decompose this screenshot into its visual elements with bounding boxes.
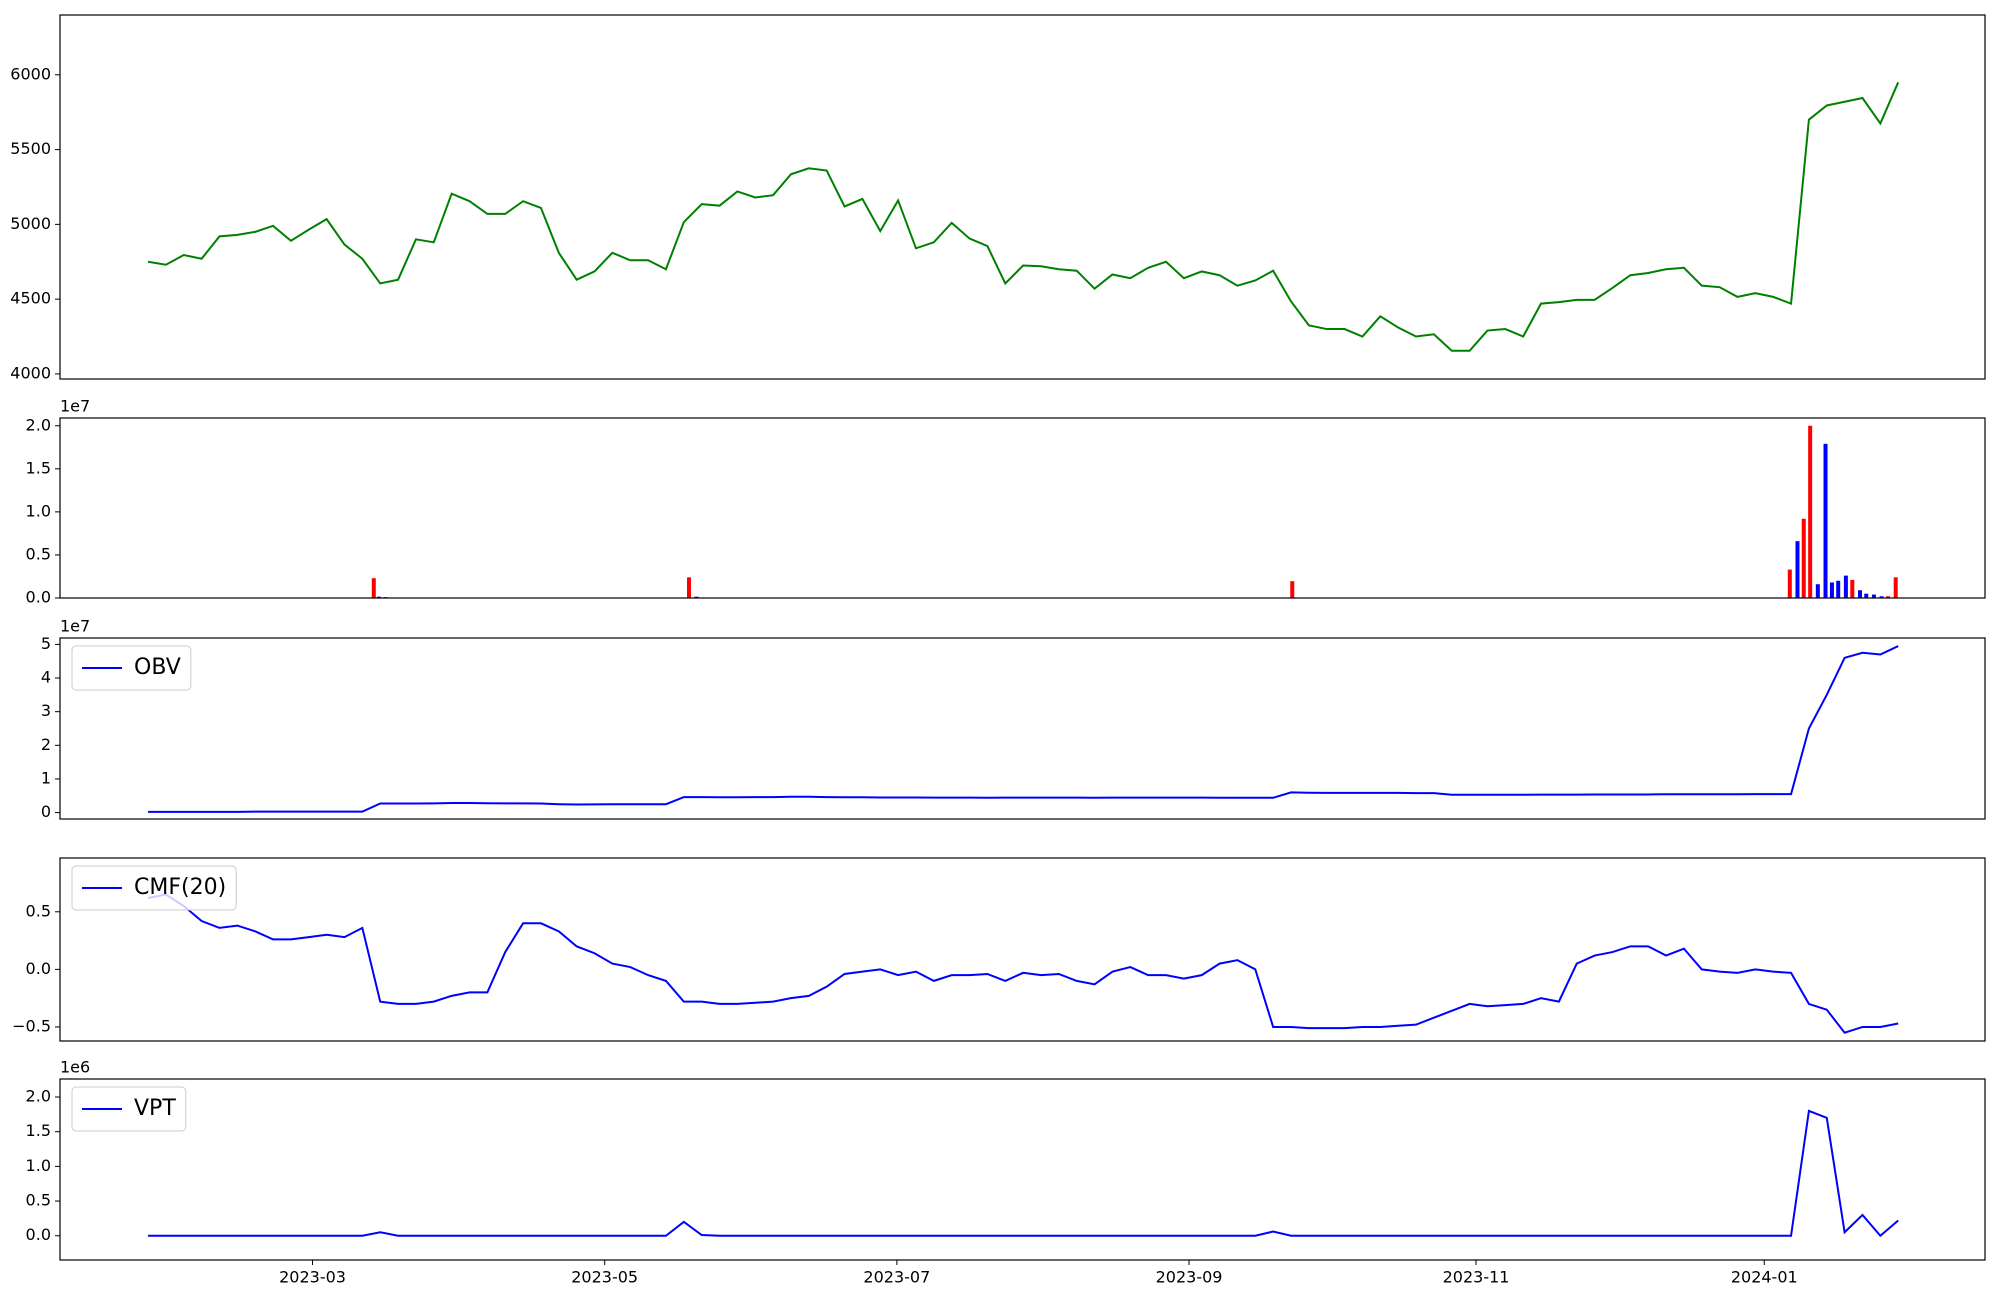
bar [1787, 569, 1792, 598]
axes-frame [59, 1078, 1986, 1261]
y-tick-label: 1.0 [26, 1156, 51, 1175]
series-line [148, 645, 1899, 813]
y-tick-label: 0.0 [26, 1225, 51, 1244]
x-tick-label: 2024-01 [1731, 1268, 1798, 1287]
y-tick-label: 1.0 [26, 501, 51, 520]
y-tick-label: 2.0 [26, 1087, 51, 1106]
series-line [147, 81, 1900, 352]
x-tick-label: 2023-11 [1443, 1268, 1510, 1287]
bar [1808, 425, 1813, 598]
y-tick-label: 0.0 [26, 588, 51, 607]
bar [376, 596, 381, 598]
x-tick-label: 2023-03 [279, 1268, 346, 1287]
y-tick-label: 0 [41, 802, 51, 821]
legend-box [71, 1086, 187, 1132]
legend-box [71, 645, 192, 691]
y-tick-label: 3 [41, 701, 51, 720]
y-tick-label: 0.5 [26, 901, 51, 920]
y-tick-label: 4000 [10, 363, 51, 382]
bar [1801, 518, 1806, 598]
bar [1815, 584, 1820, 598]
axes-frame [59, 857, 1986, 1042]
bar [1836, 580, 1841, 598]
y-tick-label: 5000 [10, 214, 51, 233]
bar [1864, 593, 1869, 598]
y-tick-label: 2 [41, 735, 51, 754]
axes-frame [59, 637, 1986, 820]
y-tick-label: 1 [41, 768, 51, 787]
y-tick-label: 0.5 [26, 1191, 51, 1210]
y-tick-label: 1.5 [26, 1121, 51, 1140]
bar [1886, 596, 1891, 598]
bar [1823, 443, 1828, 598]
bar [1850, 579, 1855, 598]
bar [694, 596, 699, 598]
bar [1879, 596, 1884, 598]
legend-box [71, 865, 237, 911]
bar [1893, 577, 1898, 598]
y-tick-label: 6000 [10, 64, 51, 83]
y-offset-label: 1e7 [60, 617, 90, 636]
x-tick-label: 2023-09 [1156, 1268, 1223, 1287]
bar [686, 577, 691, 598]
x-tick-label: 2023-05 [571, 1268, 638, 1287]
series-line [147, 893, 1899, 1034]
bar [371, 578, 376, 598]
bar [1290, 581, 1295, 598]
legend-label: VPT [134, 1096, 176, 1121]
y-tick-label: 0.0 [26, 959, 51, 978]
series-line [148, 1109, 1899, 1238]
y-tick-label: −0.5 [12, 1016, 51, 1035]
y-offset-label: 1e6 [60, 1058, 90, 1077]
y-tick-label: 4500 [10, 289, 51, 308]
legend: VPT [71, 1086, 187, 1132]
bar [1829, 582, 1834, 598]
y-tick-label: 0.5 [26, 544, 51, 563]
axes-frame [59, 14, 1986, 380]
bar [1857, 590, 1862, 598]
legend: CMF(20) [71, 865, 237, 911]
bar [1795, 541, 1800, 598]
x-tick-label: 2023-07 [863, 1268, 930, 1287]
bar [1871, 594, 1876, 598]
y-tick-label: 2.0 [26, 415, 51, 434]
legend-label: OBV [134, 655, 181, 680]
legend-label: CMF(20) [134, 875, 226, 900]
y-tick-label: 5500 [10, 139, 51, 158]
axes-frame [59, 417, 1986, 599]
y-tick-label: 5 [41, 634, 51, 653]
y-tick-label: 4 [41, 668, 51, 687]
y-tick-label: 1.5 [26, 458, 51, 477]
bar [1843, 575, 1848, 598]
legend: OBV [71, 645, 192, 691]
y-offset-label: 1e7 [60, 397, 90, 416]
